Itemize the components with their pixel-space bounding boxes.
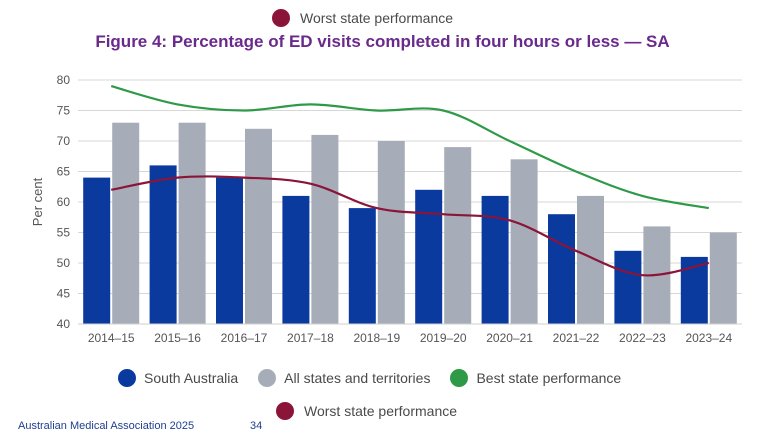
y-axis-label: Per cent [30,177,45,226]
x-tick-label: 2021–22 [553,331,600,345]
x-tick-label: 2018–19 [353,331,400,345]
legend-item-all-states: All states and territories [258,369,430,387]
y-tick-label: 70 [57,134,71,148]
bar-south-australia-4 [348,208,376,324]
bar-south-australia-7 [548,214,575,324]
legend-marker-worst-state [276,402,294,420]
bar-all-states-and-territories-6 [510,159,538,324]
chart-legend-second-row: Worst state performance [276,401,457,421]
y-tick-label: 50 [57,256,71,270]
bar-south-australia-8 [614,250,642,324]
bar-south-australia-2 [216,177,243,324]
x-tick-label: 2020–21 [486,331,533,345]
legend-marker-south-australia [118,369,136,387]
bar-south-australia-1 [149,165,177,324]
bar-all-states-and-territories-7 [577,195,604,324]
legend-label-best-state: Best state performance [476,370,622,386]
legend-label-worst-state: Worst state performance [304,403,458,419]
bar-all-states-and-territories-5 [444,147,472,324]
footer-text: Australian Medical Association 2025 [18,420,195,432]
y-tick-label: 55 [57,226,71,240]
x-tick-label: 2016–17 [221,331,268,345]
x-tick-label: 2019–20 [420,331,467,345]
legend-item-best-state: Best state performance [450,369,621,387]
x-tick-label: 2015–16 [154,331,201,345]
bar-all-states-and-territories-3 [311,134,339,324]
chart-title: Figure 4: Percentage of ED visits comple… [95,32,670,51]
bar-south-australia-6 [481,195,509,324]
y-tick-label: 45 [57,287,71,301]
top-legend-label: Worst state performance [300,10,454,26]
legend-marker-best-state [450,369,469,387]
bar-all-states-and-territories-1 [178,122,206,324]
x-tick-label: 2014–15 [88,331,135,345]
legend-label-south-australia: South Australia [144,370,239,386]
bar-all-states-and-territories-4 [377,141,405,324]
worst-state-legend-marker [272,9,290,27]
bar-all-states-and-territories-9 [709,232,737,324]
top-legend: Worst state performance [272,8,453,28]
line-worst-state-performance [111,175,710,277]
bar-south-australia-0 [83,177,111,324]
x-tick-label: 2022–23 [619,331,666,345]
x-tick-label: 2017–18 [287,331,334,345]
y-tick-label: 75 [57,104,71,118]
bar-all-states-and-territories-0 [112,122,140,324]
y-tick-label: 60 [57,195,71,209]
legend-marker-all-states [258,369,277,387]
line-best-state-performance [110,85,709,210]
legend-item-south-australia: South Australia [118,369,238,387]
page-number: 34 [250,420,263,432]
y-tick-label: 65 [57,165,71,179]
y-tick-label: 40 [57,317,71,331]
y-tick-label: 80 [57,73,71,87]
chart-legend: South Australia All states and territori… [118,368,631,388]
legend-label-all-states: All states and territories [284,370,431,386]
bar-south-australia-5 [415,189,443,324]
bar-south-australia-3 [282,195,310,324]
bar-all-states-and-territories-2 [245,128,272,324]
x-tick-label: 2023–24 [685,331,732,345]
